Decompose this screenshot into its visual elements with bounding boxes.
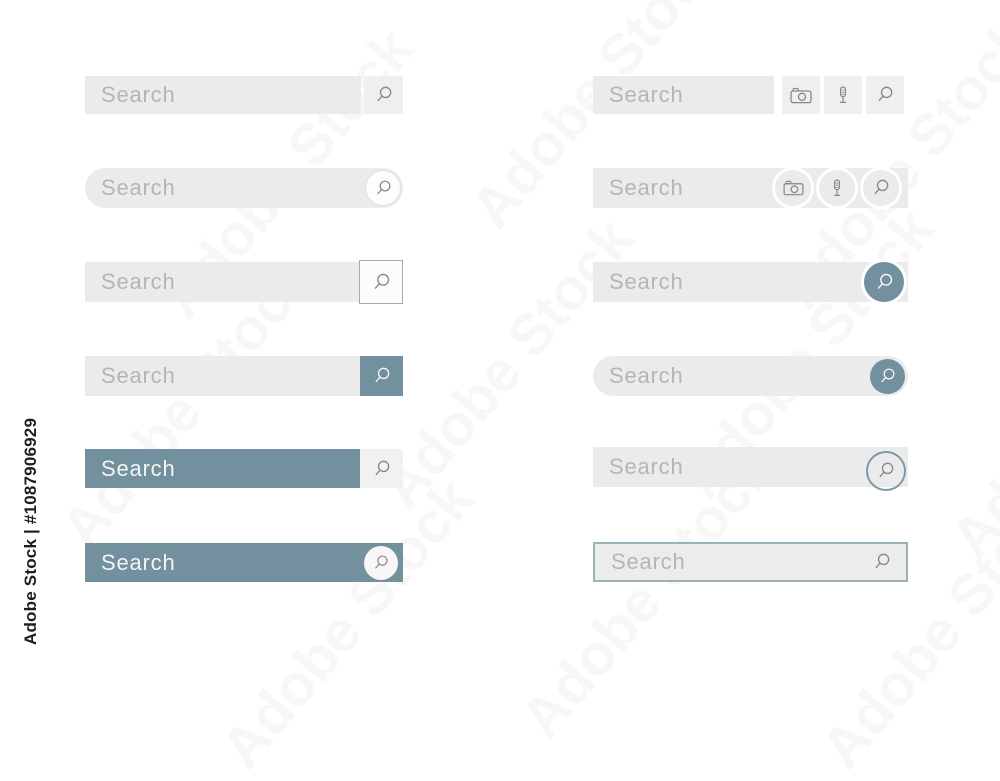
search-button[interactable] [360,356,403,396]
image-search-button[interactable] [782,76,820,114]
search-button[interactable] [364,545,398,580]
diagonal-watermark: Adobe Stock [808,466,1000,781]
search-button[interactable] [364,76,403,114]
magnifier-icon [871,178,891,198]
search-placeholder: Search [101,455,176,481]
search-bar-variant-4: Search [593,167,908,209]
voice-search-button[interactable] [824,76,862,114]
microphone-icon [836,85,850,105]
search-input[interactable]: Search [85,449,360,488]
search-button[interactable] [359,260,403,304]
search-bar-variant-12: Search [593,542,908,582]
search-placeholder: Search [101,82,176,107]
magnifier-icon [372,459,392,479]
magnifier-icon [372,554,390,572]
search-bar-variant-2: Search [593,76,908,114]
diagonal-watermark: Adobe Stock [208,466,487,781]
search-button[interactable] [866,76,904,114]
search-placeholder: Search [609,82,684,107]
search-placeholder: Search [101,175,176,200]
magnifier-icon [372,366,392,386]
magnifier-icon [374,179,393,198]
magnifier-icon [875,85,895,105]
search-bar-variant-10: Search [593,447,908,491]
search-bar-variant-3: Search [85,168,403,208]
image-search-button[interactable] [772,167,814,209]
search-bar-variant-9: Search [85,449,403,488]
search-input[interactable]: Search [85,76,361,114]
search-button[interactable] [860,167,902,209]
magnifier-icon [374,85,394,105]
search-input[interactable]: Search [593,262,908,302]
search-input[interactable]: Search [593,356,908,396]
search-input[interactable]: Search [85,543,403,582]
search-bar-variant-5: Search [85,260,403,304]
diagonal-watermark: Adobe Stock [938,257,1000,571]
search-placeholder: Search [611,549,686,574]
microphone-icon [830,178,844,198]
magnifier-icon [371,272,392,293]
search-input[interactable]: Search [593,542,908,582]
search-button[interactable] [861,259,907,305]
search-bar-variant-8: Search [593,356,908,396]
search-bar-variant-6: Search [593,259,908,305]
search-placeholder: Search [609,363,684,388]
search-placeholder: Search [609,454,684,479]
search-input[interactable]: Search [85,356,360,396]
search-placeholder: Search [101,269,176,294]
magnifier-icon [872,552,892,572]
voice-search-button[interactable] [816,167,858,209]
search-bar-variant-11: Search [85,543,403,582]
magnifier-icon [876,461,896,481]
search-input[interactable]: Search [85,262,403,302]
search-placeholder: Search [101,549,176,575]
search-placeholder: Search [609,269,684,294]
camera-icon [782,180,804,196]
magnifier-icon [878,367,897,386]
search-bar-variant-7: Search [85,356,403,396]
search-input[interactable]: Search [593,76,774,114]
search-button[interactable] [866,451,906,491]
search-input[interactable]: Search [85,168,403,208]
search-placeholder: Search [101,363,176,388]
search-button[interactable] [365,170,401,206]
search-button[interactable] [870,542,894,582]
magnifier-icon [874,272,895,293]
stock-id-watermark: Adobe Stock | #1087906929 [21,417,40,645]
search-input[interactable]: Search [593,447,908,487]
search-button[interactable] [360,449,403,488]
search-placeholder: Search [609,175,684,200]
search-button[interactable] [870,358,905,394]
search-bar-variant-1: Search [85,76,403,114]
camera-icon [790,87,812,104]
